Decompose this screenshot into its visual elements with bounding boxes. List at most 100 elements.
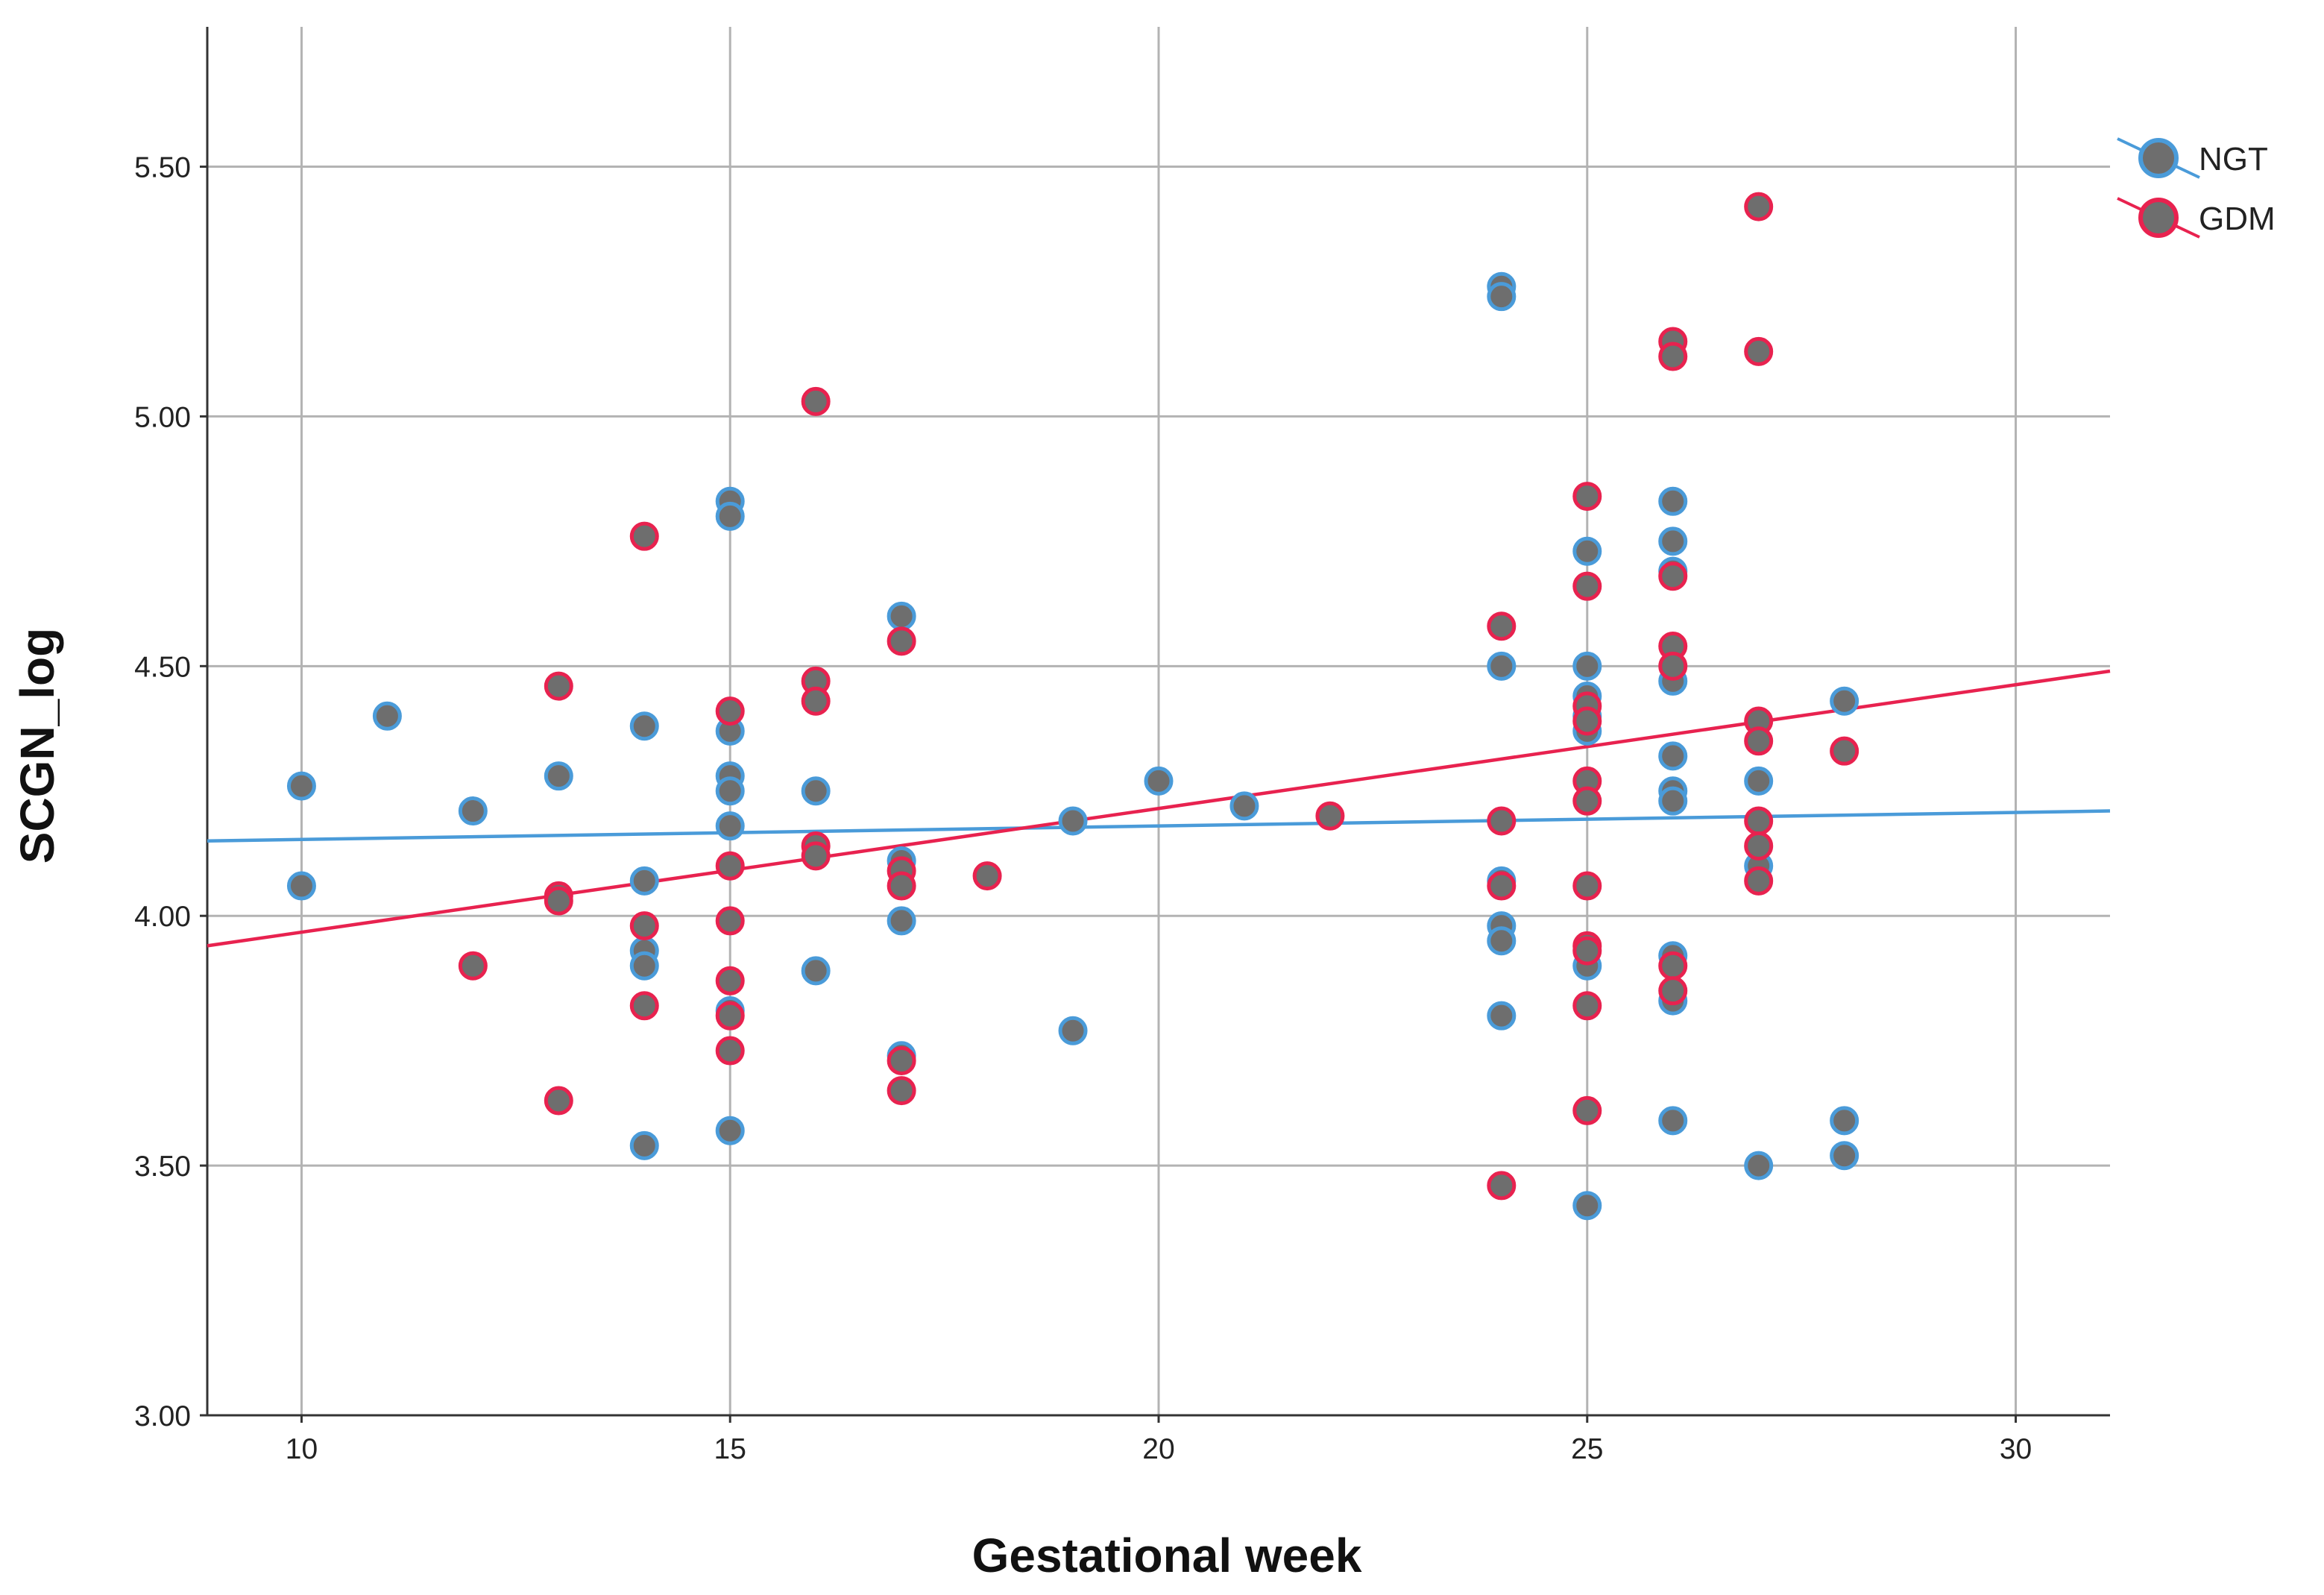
ngt-point: [1144, 766, 1174, 796]
ngt-point: [458, 796, 488, 826]
gdm-point: [1572, 991, 1602, 1021]
ngt-point: [1830, 686, 1859, 716]
gdm-point: [1744, 192, 1774, 221]
gdm-point: [458, 951, 488, 981]
gdm-point: [715, 966, 745, 995]
ngt-point: [1658, 1106, 1688, 1136]
ngt-point: [1487, 1001, 1517, 1031]
gdm-point: [715, 696, 745, 726]
gdm-point: [887, 626, 916, 656]
ngt-point: [1830, 1106, 1859, 1136]
gdm-point: [1572, 571, 1602, 601]
ngt-point: [629, 711, 659, 741]
ngt-point: [715, 501, 745, 531]
ngt-point: [544, 761, 573, 791]
fit-lines: [207, 669, 2111, 948]
ngt-point: [1744, 766, 1774, 796]
gdm-point: [1315, 801, 1345, 831]
gdm-point: [1744, 336, 1774, 366]
ngt-point: [1487, 926, 1517, 956]
ngt-point: [286, 771, 316, 801]
gdm-point: [1572, 936, 1602, 966]
y-axis-title: SCGN_log: [10, 628, 64, 863]
gdm-point: [1744, 866, 1774, 896]
ngt-fit-line: [207, 809, 2111, 843]
gdm-point: [629, 911, 659, 941]
x-tick-label: 10: [286, 1433, 318, 1465]
gdm-point: [629, 521, 659, 551]
gdm-point: [1572, 1095, 1602, 1125]
ngt-point: [1058, 806, 1088, 836]
ngt-point: [1487, 651, 1517, 681]
legend: NGT GDM: [2117, 137, 2276, 239]
gdm-point: [972, 861, 1002, 891]
ngt-point: [1572, 536, 1602, 566]
gdm-point: [1830, 736, 1859, 766]
ngt-point: [1744, 1151, 1774, 1180]
gdm-point: [887, 1076, 916, 1106]
ngt-point: [286, 871, 316, 901]
ngt-point: [629, 1130, 659, 1160]
x-tick-label: 30: [2000, 1433, 2032, 1465]
x-axis-title: Gestational week: [972, 1529, 1362, 1582]
ngt-point: [715, 776, 745, 806]
gdm-point: [1487, 611, 1517, 641]
ngt-point: [887, 906, 916, 936]
gdm-point: [801, 386, 831, 416]
gdm-point: [1658, 976, 1688, 1006]
x-tick-label: 20: [1142, 1433, 1174, 1465]
gdm-point: [1572, 482, 1602, 512]
gdm-legend-label: GDM: [2199, 201, 2276, 237]
ngt-point: [1658, 741, 1688, 771]
gdm-fit-line: [207, 669, 2111, 948]
axes: [200, 27, 2110, 1423]
gdm-point: [1487, 871, 1517, 901]
x-tick-label: 25: [1571, 1433, 1603, 1465]
gdm-point: [1744, 806, 1774, 836]
gdm-point: [887, 1045, 916, 1075]
ngt-point: [1658, 786, 1688, 816]
ngt-point: [715, 811, 745, 841]
gdm-point: [715, 851, 745, 881]
gdm-point: [1572, 871, 1602, 901]
gdm-point: [1658, 342, 1688, 371]
ngt-point: [801, 776, 831, 806]
ngt-point: [1058, 1016, 1088, 1045]
gdm-point: [544, 1086, 573, 1116]
gdm-point: [715, 906, 745, 936]
gdm-point: [1744, 726, 1774, 756]
gdm-point: [1744, 831, 1774, 861]
gdm-point: [715, 1036, 745, 1066]
ngt-point: [1830, 1141, 1859, 1171]
y-tick-label: 3.50: [134, 1151, 191, 1183]
ngt-legend-label: NGT: [2199, 141, 2268, 177]
ngt-point: [715, 1116, 745, 1145]
data-points: [286, 192, 1859, 1221]
gdm-point: [801, 841, 831, 871]
gdm-point: [801, 686, 831, 716]
ngt-point: [372, 701, 402, 731]
gdm-point: [544, 671, 573, 701]
gdm-point: [887, 871, 916, 901]
y-tick-label: 5.50: [134, 152, 191, 184]
ngt-point: [1572, 651, 1602, 681]
ngt-point: [629, 866, 659, 896]
ngt-point: [1229, 791, 1259, 821]
gdm-point: [715, 1001, 745, 1031]
ngt-point: [801, 956, 831, 986]
y-tick-label: 5.00: [134, 401, 191, 433]
gdm-point: [1487, 1171, 1517, 1201]
y-tick-label: 4.50: [134, 651, 191, 683]
gdm-point: [1487, 806, 1517, 836]
gdm-point: [1658, 651, 1688, 681]
ngt-legend-marker: [2138, 138, 2179, 178]
ngt-point: [629, 951, 659, 981]
ngt-point: [1572, 1191, 1602, 1221]
y-tick-label: 4.00: [134, 901, 191, 933]
ngt-point: [1487, 282, 1517, 312]
x-tick-label: 15: [714, 1433, 746, 1465]
y-tick-label: 3.00: [134, 1400, 191, 1432]
tick-labels: 10 15 20 25 30 3.00 3.50 4.00 4.50 5.00 5.50: [134, 152, 2032, 1465]
gdm-point: [1658, 951, 1688, 981]
